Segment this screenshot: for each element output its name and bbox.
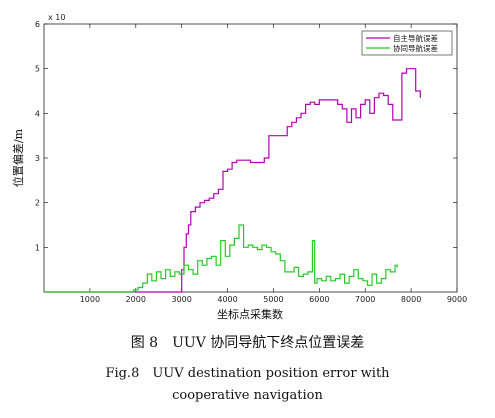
plot-area: [43, 23, 458, 293]
x-tick-label: 4000: [217, 295, 237, 304]
y-tick-label: 2: [35, 199, 40, 208]
figure-caption-english-line2: cooperative navigation: [172, 388, 323, 403]
legend-label-cooperative: 协同导航误差: [393, 43, 438, 53]
x-tick-label: 7000: [355, 295, 375, 304]
legend: 自主导航误差 协同导航误差: [361, 30, 453, 56]
figure-caption-chinese: 图 8 UUV 协同导航下终点位置误差: [130, 335, 365, 351]
legend-label-autonomous: 自主导航误差: [393, 33, 438, 43]
x-tick-label: 1000: [80, 295, 100, 304]
line-chart: 1000 2000 3000 4000 5000 6000 7000 8000 9000 1 2 3 4…: [11, 13, 467, 321]
series-line-cooperative: [44, 224, 398, 293]
series-line-autonomous: [44, 68, 421, 293]
x-axis-label: 坐标点采集数: [217, 307, 283, 321]
x-tick-label: 8000: [401, 295, 421, 304]
x-tick-label: 5000: [263, 295, 283, 304]
y-tick-label: 4: [35, 109, 40, 118]
y-scale-note: x 10: [48, 13, 65, 22]
x-tick-label: 9000: [447, 295, 467, 304]
y-tick-label: 3: [35, 154, 40, 163]
axes-ticks: 1000 2000 3000 4000 5000 6000 7000 8000 9000 1 2 3 4…: [35, 20, 467, 304]
x-tick-label: 3000: [171, 295, 191, 304]
legend-box: [361, 30, 453, 56]
x-tick-label: 6000: [309, 295, 329, 304]
y-tick-label: 6: [35, 20, 40, 29]
y-axis-label: 位置偏差/m: [11, 128, 25, 187]
figure-caption-english-line1: Fig.8 UUV destination position error wit…: [105, 366, 390, 381]
y-tick-label: 1: [35, 243, 40, 252]
y-tick-label: 5: [35, 65, 40, 74]
x-tick-label: 2000: [126, 295, 146, 304]
series-lines: [44, 68, 421, 293]
